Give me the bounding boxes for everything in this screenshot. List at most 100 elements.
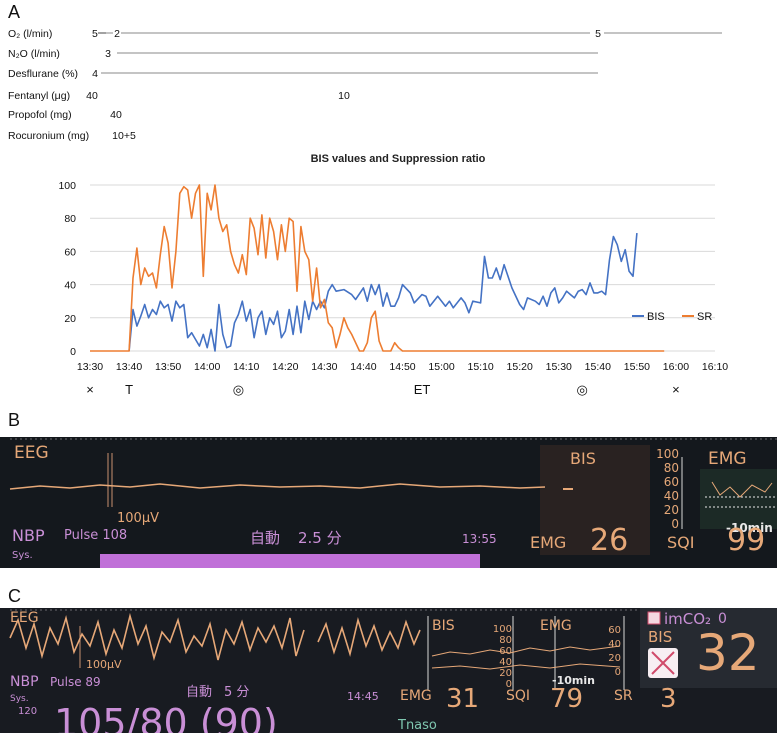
y-tick-label: 0 — [70, 346, 76, 358]
x-tick-label: 15:00 — [428, 361, 454, 373]
event-annotation: T — [125, 382, 133, 397]
legend-label: SR — [697, 311, 712, 323]
pulse-label: Pulse 108 — [64, 528, 128, 543]
y-tick-label: 100 — [58, 180, 76, 192]
axis-tick: 60 — [608, 625, 621, 636]
x-tick-label: 14:30 — [311, 361, 337, 373]
sr-label: SR — [614, 688, 633, 704]
x-tick-label: 14:40 — [350, 361, 376, 373]
axis-tick: 20 — [608, 653, 621, 664]
axis-tick: 40 — [608, 639, 621, 650]
monitor-c-graphics — [0, 608, 777, 733]
monitor-photo-c: EEG 100μV BIS 100 80 60 40 20 0 EMG 60 40 20 0 -… — [0, 608, 777, 733]
event-annotation: ET — [414, 382, 431, 397]
chart-title: BIS values and Suppression ratio — [311, 153, 486, 165]
drug-value: 5 — [92, 28, 98, 40]
emg-trend — [711, 481, 773, 498]
sys-label: Sys. — [10, 694, 29, 704]
interval-label: 2.5 分 — [298, 529, 342, 547]
x-tick-label: 13:50 — [155, 361, 181, 373]
x-tick-label: 16:10 — [702, 361, 728, 373]
x-tick-label: 15:40 — [585, 361, 611, 373]
monitor-b-graphics — [0, 437, 777, 568]
event-annotation: × — [86, 382, 94, 397]
x-tick-label: 14:10 — [233, 361, 259, 373]
sqi-value: 99 — [727, 523, 766, 558]
sqi-label: SQI — [506, 688, 531, 704]
axis-tick: 60 — [499, 646, 512, 657]
interval-label: 5 分 — [224, 685, 250, 700]
drug-label: Desflurane (%) — [8, 68, 78, 80]
drug-value: 2 — [114, 28, 120, 40]
axis-tick: 0 — [671, 517, 679, 531]
drug-value: 5 — [595, 28, 601, 40]
x-tick-label: 15:30 — [546, 361, 572, 373]
axis-tick: 40 — [663, 489, 679, 503]
x-axis: 13:30 13:40 13:50 14:00 14:10 14:20 14:30 14:40… — [77, 361, 728, 373]
event-annotation: × — [672, 382, 680, 397]
x-tick-label: 14:50 — [389, 361, 415, 373]
panel-c-label: C — [8, 586, 21, 606]
chart-annotations: × T ◎ ET ◎ × — [86, 382, 680, 397]
time-label: 14:45 — [347, 690, 379, 703]
auto-label: 自動 — [250, 529, 281, 547]
x-tick-label: 13:40 — [116, 361, 142, 373]
axis-tick: 80 — [663, 461, 679, 475]
x-tick-label: 15:20 — [507, 361, 533, 373]
axis-tick: 100 — [492, 624, 512, 635]
time-label: 13:55 — [462, 532, 497, 546]
x-tick-label: 14:00 — [194, 361, 220, 373]
emg-trend — [431, 663, 621, 670]
panel-a-chart: O₂ (l/min) 5 2 5 N₂O (l/min) 3 Desflurane (%) 4… — [8, 28, 728, 397]
axis-tick: 0 — [505, 679, 512, 690]
x-tick-label: 16:00 — [663, 361, 689, 373]
drug-value: 10+5 — [112, 130, 136, 142]
event-annotation: ◎ — [577, 382, 588, 397]
imco2-label: imCO₂ — [664, 610, 712, 628]
sys-label: Sys. — [12, 550, 33, 561]
drug-value: 4 — [92, 68, 98, 80]
legend-label: BIS — [647, 311, 665, 323]
bp-value: 105/80 (90) — [54, 701, 278, 733]
drug-label: Propofol (mg) — [8, 109, 72, 121]
drug-label: Rocuronium (mg) — [8, 130, 89, 142]
drug-value: 10 — [338, 90, 350, 102]
x-tick-label: 14:20 — [272, 361, 298, 373]
nbp-label: NBP — [12, 526, 45, 545]
pulse-label: Pulse 89 — [50, 675, 101, 689]
bis-trend — [431, 645, 621, 657]
y-axis: 0 20 40 60 80 100 — [58, 180, 76, 358]
bis-axis: 100 80 60 40 20 0 — [488, 624, 512, 690]
bis-label-2: BIS — [648, 628, 673, 646]
scale-label: 100μV — [117, 511, 159, 526]
trend-label: -10min — [552, 674, 595, 687]
drug-label: Fentanyl (μg) — [8, 90, 70, 102]
eeg-waveform — [9, 612, 421, 661]
drug-value: 40 — [86, 90, 98, 102]
event-annotation: ◎ — [233, 382, 244, 397]
emg-value: 26 — [590, 523, 629, 558]
drug-label: O₂ (l/min) — [8, 28, 52, 40]
tnaso-label: Tnaso — [398, 718, 437, 733]
monitor-photo-b: EEG 100μV BIS 100 80 60 40 20 0 EMG -10min NB… — [0, 437, 777, 568]
bis-value: 32 — [696, 624, 760, 682]
emg-axis: 60 40 20 0 — [597, 624, 621, 680]
series-line-sr — [90, 184, 665, 352]
x-tick-label: 15:10 — [467, 361, 493, 373]
chart-grid — [90, 184, 715, 352]
emg-label: EMG — [400, 688, 432, 704]
sr-value: 3 — [660, 684, 677, 714]
axis-tick: 60 — [663, 475, 679, 489]
y-tick-label: 80 — [64, 213, 76, 225]
sqi-value: 79 — [550, 684, 584, 714]
nbp-label: NBP — [10, 674, 39, 690]
axis-tick: 0 — [614, 667, 621, 678]
axis-tick: 80 — [499, 635, 512, 646]
axis-tick: 100 — [656, 447, 679, 461]
emg-value: 31 — [446, 684, 480, 714]
emg-label: EMG — [530, 533, 567, 552]
x-tick-label: 15:50 — [624, 361, 650, 373]
imco2-value: 0 — [718, 611, 727, 627]
series-line-bis — [128, 233, 638, 352]
drug-value: 3 — [105, 48, 111, 60]
